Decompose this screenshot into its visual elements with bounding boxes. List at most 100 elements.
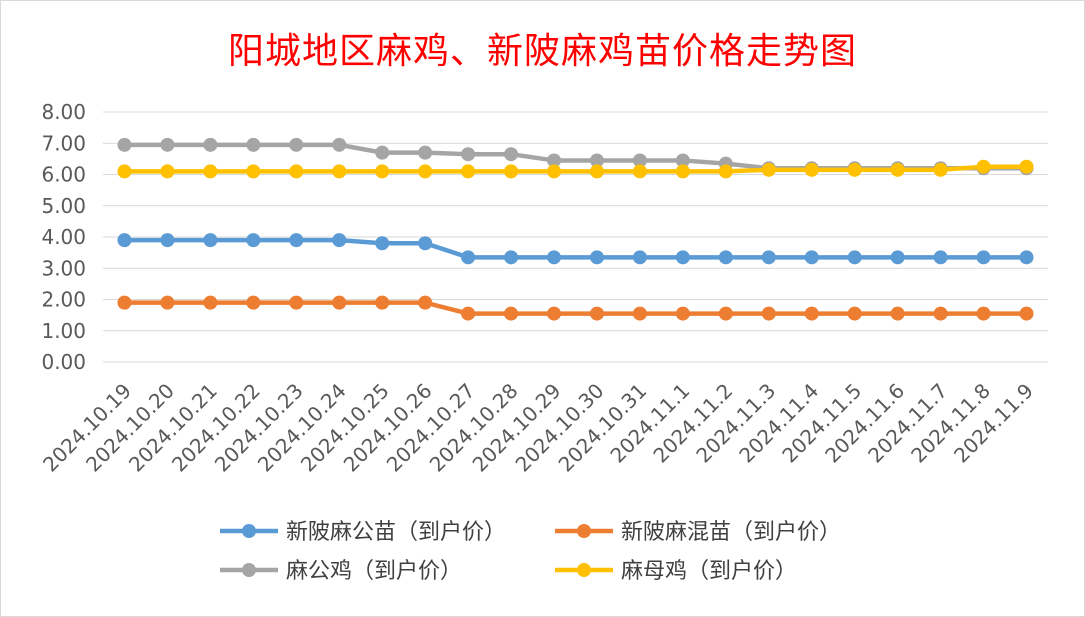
legend-marker	[577, 563, 591, 577]
data-point	[289, 295, 304, 310]
data-point	[675, 306, 690, 321]
data-point	[847, 306, 862, 321]
series-2	[117, 295, 1034, 321]
data-point	[418, 236, 433, 251]
y-tick-label: 1.00	[41, 319, 86, 343]
data-point	[675, 250, 690, 265]
data-point	[632, 153, 647, 168]
legend-label: 麻母鸡（到户价）	[621, 559, 797, 584]
legend-marker	[242, 563, 256, 577]
data-point	[418, 145, 433, 160]
data-point	[761, 162, 776, 177]
data-point	[547, 153, 562, 168]
y-tick-label: 7.00	[41, 131, 86, 155]
data-point	[332, 295, 347, 310]
data-point	[160, 233, 175, 248]
data-point	[375, 145, 390, 160]
x-axis: 2024.10.192024.10.202024.10.212024.10.22…	[38, 379, 1038, 477]
y-tick-label: 3.00	[41, 256, 86, 280]
data-point	[418, 295, 433, 310]
data-point	[632, 164, 647, 179]
legend-item: 新陂麻公苗（到户价）	[220, 520, 506, 545]
data-point	[203, 137, 218, 152]
y-tick-label: 0.00	[41, 350, 86, 374]
series-4	[117, 159, 1034, 179]
data-point	[246, 164, 261, 179]
y-tick-label: 6.00	[41, 163, 86, 187]
data-point	[332, 164, 347, 179]
data-point	[375, 236, 390, 251]
data-point	[718, 164, 733, 179]
data-point	[976, 159, 991, 174]
data-point	[804, 306, 819, 321]
y-tick-label: 4.00	[41, 225, 86, 249]
data-point	[461, 164, 476, 179]
data-point	[632, 250, 647, 265]
data-point	[547, 306, 562, 321]
data-point	[1019, 250, 1034, 265]
data-point	[589, 250, 604, 265]
data-point	[461, 147, 476, 162]
data-point	[761, 250, 776, 265]
data-point	[847, 162, 862, 177]
y-tick-label: 2.00	[41, 288, 86, 312]
data-point	[589, 306, 604, 321]
data-point	[976, 306, 991, 321]
data-point	[718, 250, 733, 265]
data-point	[890, 306, 905, 321]
data-point	[160, 164, 175, 179]
data-point	[718, 306, 733, 321]
data-point	[1019, 306, 1034, 321]
data-point	[461, 250, 476, 265]
data-point	[761, 306, 776, 321]
data-point	[933, 306, 948, 321]
data-point	[847, 250, 862, 265]
legend-item: 麻母鸡（到户价）	[555, 559, 797, 584]
data-point	[504, 250, 519, 265]
data-point	[332, 137, 347, 152]
data-point	[890, 250, 905, 265]
data-point	[117, 164, 132, 179]
data-point	[461, 306, 476, 321]
data-point	[589, 164, 604, 179]
gridlines	[103, 111, 1048, 363]
series-1	[117, 233, 1034, 265]
legend-marker	[242, 524, 256, 538]
legend: 新陂麻公苗（到户价） 新陂麻混苗（到户价） 麻公鸡（到户价） 麻母鸡（到户价）	[220, 520, 841, 584]
series-line	[124, 164, 1027, 174]
data-point	[504, 164, 519, 179]
data-point	[203, 295, 218, 310]
data-point	[289, 164, 304, 179]
legend-item: 新陂麻混苗（到户价）	[555, 520, 841, 545]
data-point	[1019, 159, 1034, 174]
data-point	[246, 137, 261, 152]
legend-item: 麻公鸡（到户价）	[220, 559, 462, 584]
series-line	[124, 237, 1027, 260]
y-axis: 0.00 1.00 2.00 3.00 4.00 5.00 6.00 7.00 8.00	[41, 100, 86, 374]
data-point	[289, 137, 304, 152]
data-point	[804, 250, 819, 265]
data-point	[675, 153, 690, 168]
data-point	[332, 233, 347, 248]
data-point	[890, 162, 905, 177]
data-point	[246, 233, 261, 248]
data-point	[203, 164, 218, 179]
chart-title: 阳城地区麻鸡、新陂麻鸡苗价格走势图	[227, 31, 857, 72]
data-point	[675, 164, 690, 179]
data-point	[547, 164, 562, 179]
data-point	[289, 233, 304, 248]
data-point	[117, 233, 132, 248]
data-point	[160, 137, 175, 152]
legend-marker	[577, 524, 591, 538]
data-point	[160, 295, 175, 310]
data-point	[117, 295, 132, 310]
series-line	[124, 142, 1027, 171]
data-point	[246, 295, 261, 310]
data-point	[504, 306, 519, 321]
legend-label: 新陂麻公苗（到户价）	[286, 520, 506, 545]
data-point	[804, 162, 819, 177]
data-point	[375, 295, 390, 310]
y-tick-label: 8.00	[41, 100, 86, 124]
